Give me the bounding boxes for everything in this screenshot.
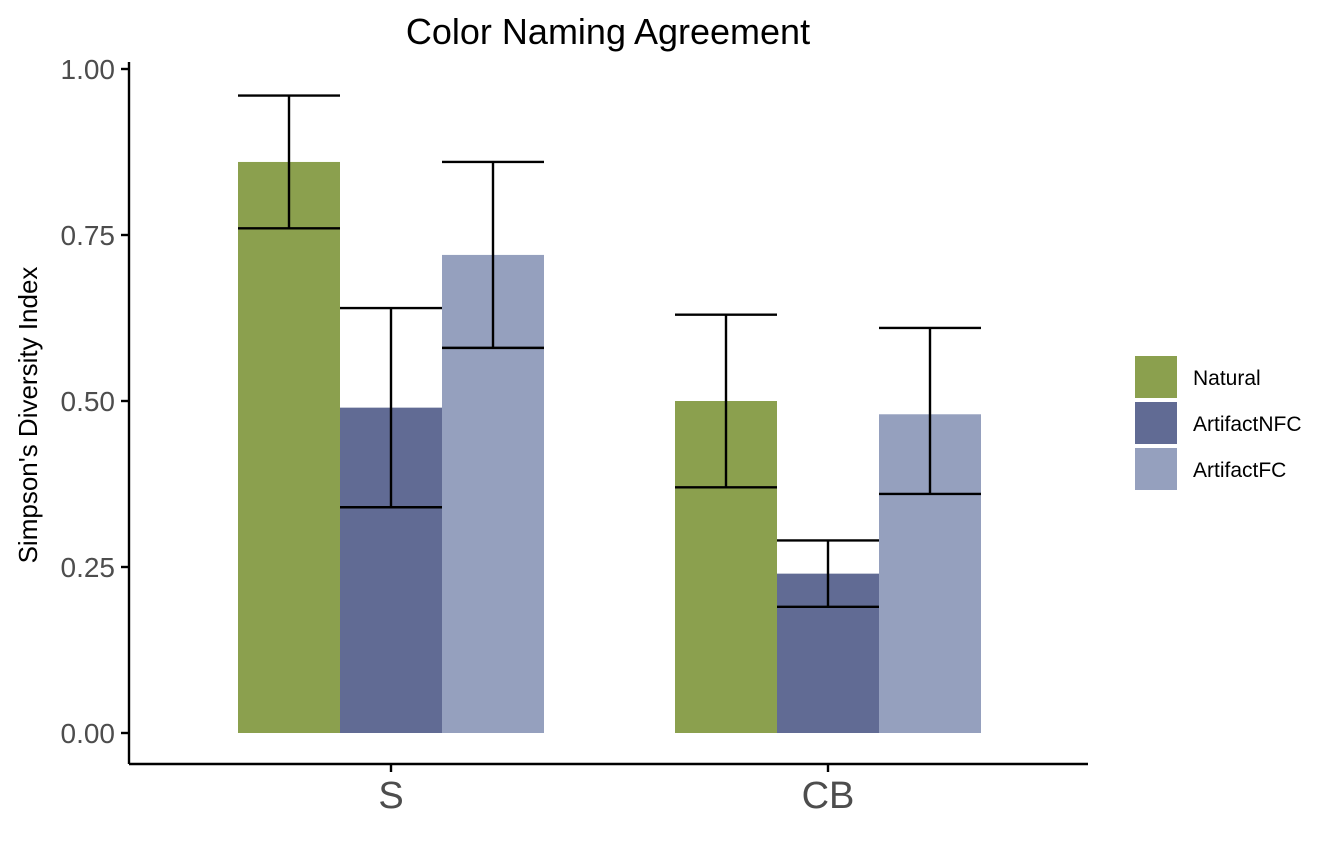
legend-key-natural <box>1135 356 1177 398</box>
legend-key-artifactfc <box>1135 448 1177 490</box>
x-tick-label: S <box>378 775 403 817</box>
bars-layer <box>238 161 981 734</box>
y-tick-label: 0.00 <box>61 718 116 749</box>
y-tick-label: 0.50 <box>61 386 116 417</box>
y-axis-label: Simpson's Diversity Index <box>13 267 43 564</box>
errorbars-layer <box>238 94 981 609</box>
legend-label-artifactfc: ArtifactFC <box>1193 459 1286 482</box>
legend-key-artifactnfc <box>1135 402 1177 444</box>
legend-label-artifactnfc: ArtifactNFC <box>1193 413 1302 436</box>
axes-layer: 0.00 0.25 0.50 0.75 1.00 S CB <box>61 54 1088 817</box>
legend-label-natural: Natural <box>1193 367 1261 390</box>
y-tick-label: 1.00 <box>61 54 116 85</box>
chart-title: Color Naming Agreement <box>406 11 810 52</box>
legend: Natural ArtifactNFC ArtifactFC <box>1135 356 1302 490</box>
x-tick-label: CB <box>802 775 855 817</box>
y-tick-label: 0.75 <box>61 220 116 251</box>
y-tick-label: 0.25 <box>61 552 116 583</box>
bar-natural-s <box>238 161 340 733</box>
